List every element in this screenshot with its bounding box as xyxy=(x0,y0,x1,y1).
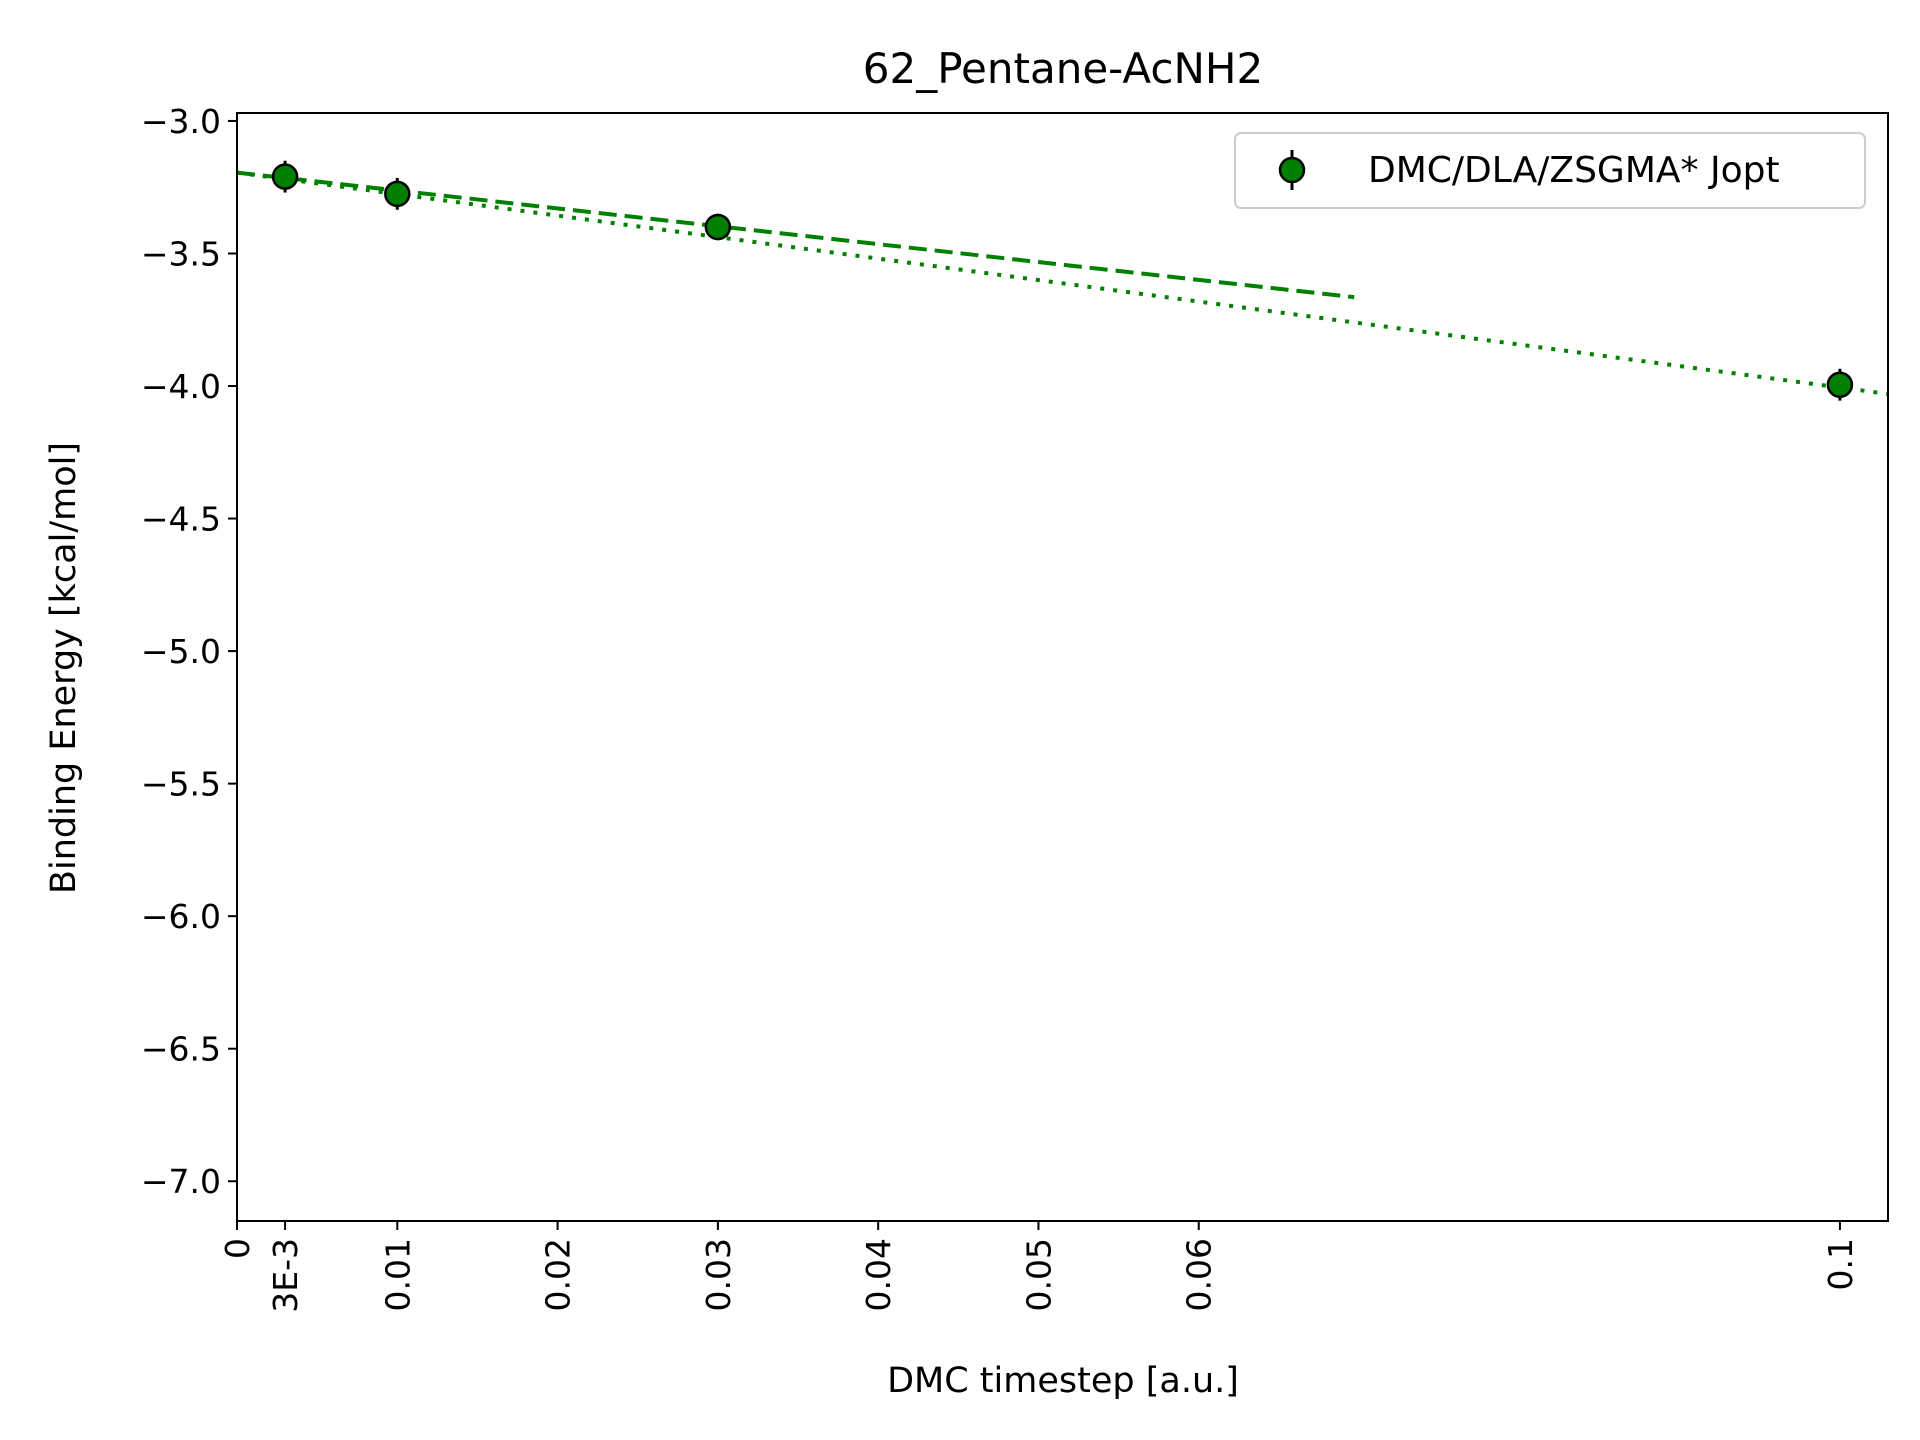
y-tick-label: −4.5 xyxy=(141,500,221,539)
legend: DMC/DLA/ZSGMA* Jopt xyxy=(1234,132,1866,209)
data-point xyxy=(271,163,299,190)
fit-line-dashed xyxy=(236,170,1355,300)
x-tick-label: 3E-3 xyxy=(266,1238,305,1313)
y-tick-label: −6.5 xyxy=(141,1030,221,1069)
x-tick-label: 0.03 xyxy=(699,1238,738,1311)
plot-frame xyxy=(236,112,1889,1222)
x-tick-label: 0.04 xyxy=(859,1238,898,1311)
data-point xyxy=(704,213,732,241)
y-tick-label: −3.5 xyxy=(141,234,221,273)
fit-line-dotted xyxy=(236,170,1889,396)
data-points xyxy=(271,160,1854,401)
chart-title: 62_Pentane-AcNH2 xyxy=(863,44,1263,93)
x-tick-label: 0.1 xyxy=(1821,1238,1860,1290)
data-point xyxy=(1826,371,1854,398)
y-tick-label: −3.0 xyxy=(141,102,221,141)
x-tick-label: 0.01 xyxy=(378,1238,417,1311)
legend-marker xyxy=(1278,156,1306,184)
data-point xyxy=(384,180,411,208)
legend-box xyxy=(1234,132,1866,209)
x-tick-label: 0.02 xyxy=(539,1238,578,1311)
x-tick-label: 0.05 xyxy=(1019,1238,1058,1311)
y-tick-label: −6.0 xyxy=(141,897,221,936)
y-tick-label: −5.0 xyxy=(141,632,221,671)
y-axis-label: Binding Energy [kcal/mol] xyxy=(44,442,84,894)
y-tick-label: −4.0 xyxy=(141,367,221,406)
legend-label: DMC/DLA/ZSGMA* Jopt xyxy=(1368,150,1780,191)
x-tick-label: 0 xyxy=(218,1238,257,1259)
y-tick-label: −7.0 xyxy=(141,1162,221,1201)
x-axis-label: DMC timestep [a.u.] xyxy=(887,1361,1239,1401)
y-tick-label: −5.5 xyxy=(141,765,221,804)
x-tick-label: 0.06 xyxy=(1180,1238,1219,1311)
axes: −3.0 −3.5 −4.0 −4.5 −5.0 −5.5 −6.0 −6.5 −7.0 0 3E-… xyxy=(141,102,1889,1313)
fit-lines xyxy=(236,170,1889,396)
